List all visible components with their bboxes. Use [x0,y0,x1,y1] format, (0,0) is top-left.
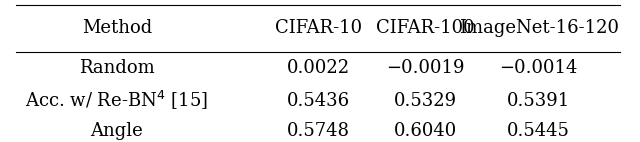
Text: 0.5436: 0.5436 [287,92,350,110]
Text: Method: Method [82,19,152,37]
Text: Random: Random [79,59,155,77]
Text: CIFAR-10: CIFAR-10 [275,19,362,37]
Text: ImageNet-16-120: ImageNet-16-120 [459,19,619,37]
Text: 0.5329: 0.5329 [394,92,457,110]
Text: Acc. w/ Re-BN$^4$ [15]: Acc. w/ Re-BN$^4$ [15] [26,89,208,112]
Text: 0.5391: 0.5391 [507,92,570,110]
Text: 0.6040: 0.6040 [394,122,457,140]
Text: CIFAR-100: CIFAR-100 [376,19,475,37]
Text: 0.5748: 0.5748 [287,122,350,140]
Text: −0.0014: −0.0014 [499,59,578,77]
Text: Angle: Angle [90,122,143,140]
Text: 0.5445: 0.5445 [507,122,570,140]
Text: 0.0022: 0.0022 [287,59,350,77]
Text: −0.0019: −0.0019 [386,59,465,77]
